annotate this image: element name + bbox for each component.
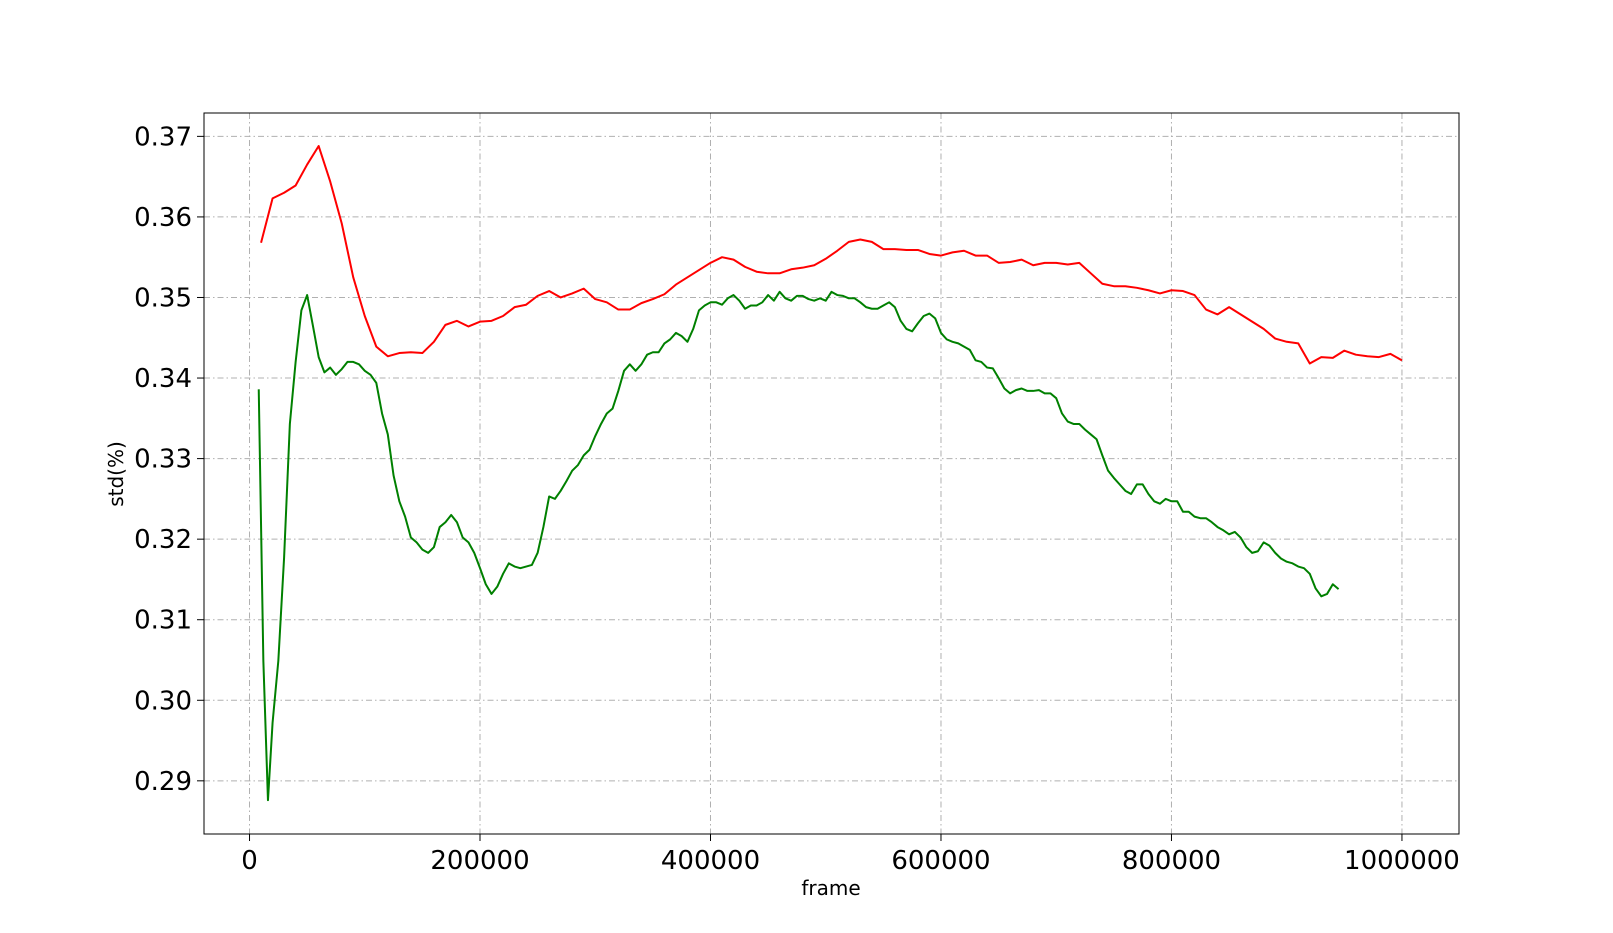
y-tick-label: 0.37 [134,122,192,152]
x-axis-label: frame [801,876,860,900]
x-tick-label: 400000 [661,846,760,876]
y-tick-label: 0.33 [134,445,192,475]
y-tick-label: 0.31 [134,606,192,636]
y-tick-label: 0.32 [134,525,192,555]
data-line [260,145,1403,365]
x-tick-label: 600000 [891,846,990,876]
data-line [257,290,1340,802]
plot-frame [203,112,1460,835]
y-tick-label: 0.30 [134,686,192,716]
y-tick-label: 0.36 [134,203,192,233]
x-tick-label: 800000 [1122,846,1221,876]
x-tick-label: 0 [241,846,258,876]
y-tick-label: 0.29 [134,767,192,797]
x-tick-label: 1000000 [1344,846,1460,876]
y-tick-label: 0.35 [134,283,192,313]
x-tick-label: 200000 [430,846,529,876]
y-tick-label: 0.34 [134,364,192,394]
y-axis-label: std(%) [104,441,128,507]
